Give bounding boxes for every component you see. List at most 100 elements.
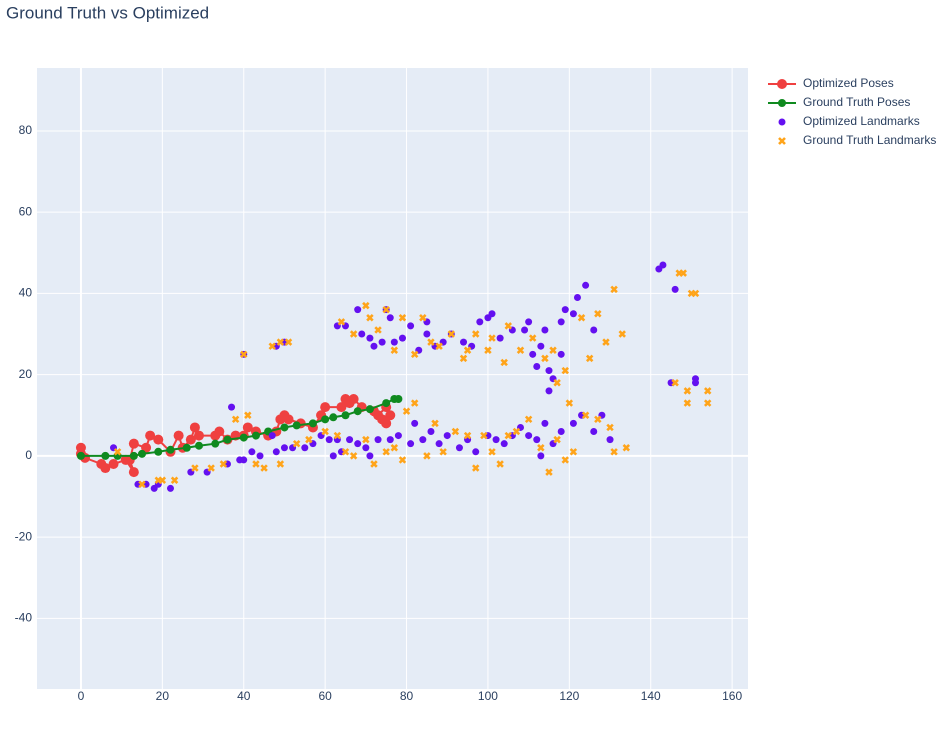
pose-marker — [108, 458, 119, 469]
landmark-marker — [268, 432, 276, 440]
landmark-marker — [337, 318, 346, 326]
pose-marker — [128, 467, 139, 478]
landmark-marker — [284, 338, 293, 346]
landmark-marker — [390, 444, 399, 452]
landmark-marker — [590, 326, 598, 334]
landmark-marker — [329, 452, 337, 460]
landmark-marker — [691, 379, 699, 387]
pose-marker — [185, 434, 196, 445]
landmark-marker — [378, 338, 386, 346]
pose-marker — [100, 463, 111, 474]
pose-marker — [341, 411, 350, 420]
pose-marker — [189, 422, 200, 433]
landmark-marker — [480, 431, 488, 440]
landmark-marker — [158, 476, 167, 484]
landmark-marker — [386, 436, 394, 444]
landmark-marker — [529, 350, 537, 358]
pose-marker — [382, 399, 391, 408]
landmark-marker — [362, 435, 370, 444]
landmark-marker — [256, 452, 264, 460]
landmark-marker — [561, 306, 569, 314]
landmark-marker — [703, 387, 712, 395]
landmark-marker — [362, 444, 370, 452]
y-tick-label: 80 — [19, 123, 33, 137]
landmark-marker — [276, 338, 285, 346]
landmark-marker — [521, 326, 529, 334]
landmark-marker — [325, 436, 333, 444]
landmark-marker — [455, 444, 463, 452]
y-tick-label: 60 — [19, 204, 33, 218]
landmark-marker — [398, 334, 406, 342]
legend-label: Optimized Poses — [803, 76, 894, 90]
landmark-marker — [484, 346, 492, 354]
landmark-marker — [248, 448, 256, 456]
landmark-marker — [496, 460, 504, 468]
landmark-marker — [333, 431, 342, 440]
landmark-marker — [366, 314, 374, 322]
pose-marker — [166, 445, 175, 454]
landmark-marker — [541, 326, 549, 334]
chart-title: Ground Truth vs Optimized — [6, 3, 209, 22]
pose-marker — [138, 449, 147, 458]
landmark-marker — [276, 460, 285, 468]
pose-marker — [373, 410, 384, 421]
landmark-marker — [386, 314, 394, 322]
landmark-marker — [606, 423, 614, 432]
landmark-marker — [382, 448, 390, 456]
pose-marker — [145, 430, 156, 441]
landmark-marker — [585, 354, 594, 363]
landmark-marker — [545, 367, 553, 375]
pose-marker — [308, 419, 317, 428]
landmark-marker — [346, 436, 354, 444]
plot-background — [37, 68, 748, 689]
pose-marker — [75, 442, 86, 453]
pose-marker — [182, 443, 191, 452]
landmark-marker — [460, 338, 468, 346]
pose-marker — [129, 451, 138, 460]
landmark-marker — [280, 444, 288, 452]
legend-symbol — [777, 79, 787, 89]
landmark-marker — [231, 415, 240, 424]
pose-marker — [321, 415, 330, 424]
legend-label: Ground Truth Poses — [803, 95, 910, 109]
landmark-marker — [463, 346, 472, 354]
landmark-marker — [301, 444, 309, 452]
landmark-marker — [260, 464, 268, 472]
landmark-marker — [590, 428, 598, 436]
landmark-marker — [240, 350, 248, 359]
pose-marker — [239, 433, 248, 442]
pose-marker — [173, 430, 184, 441]
landmark-marker — [671, 285, 679, 293]
pose-marker — [154, 447, 163, 456]
x-tick-label: 40 — [237, 689, 251, 703]
landmark-marker — [691, 289, 700, 298]
landmark-marker — [427, 338, 435, 346]
x-tick-label: 100 — [478, 689, 498, 703]
landmark-marker — [244, 411, 252, 419]
landmark-marker — [439, 448, 447, 456]
pose-marker — [153, 434, 164, 445]
landmark-marker — [443, 432, 451, 440]
landmark-marker — [553, 435, 561, 444]
landmark-marker — [191, 464, 199, 472]
landmark-marker — [516, 346, 525, 354]
landmark-marker — [569, 419, 577, 427]
landmark-marker — [476, 318, 484, 326]
y-tick-label: 20 — [19, 367, 33, 381]
landmark-marker — [252, 460, 260, 468]
pose-marker — [348, 394, 359, 405]
landmark-marker — [423, 330, 431, 338]
y-tick-label: -40 — [15, 611, 33, 625]
pose-marker — [283, 414, 294, 425]
landmark-marker — [528, 334, 537, 342]
landmark-marker — [561, 366, 569, 375]
pose-marker — [353, 407, 362, 416]
landmark-marker — [618, 330, 626, 338]
pose-marker — [128, 438, 139, 449]
landmark-marker — [525, 432, 533, 440]
landmark-marker — [370, 460, 378, 468]
landmark-marker — [305, 435, 313, 444]
landmark-marker — [366, 334, 374, 342]
landmark-marker — [683, 399, 692, 407]
landmark-marker — [537, 444, 545, 452]
